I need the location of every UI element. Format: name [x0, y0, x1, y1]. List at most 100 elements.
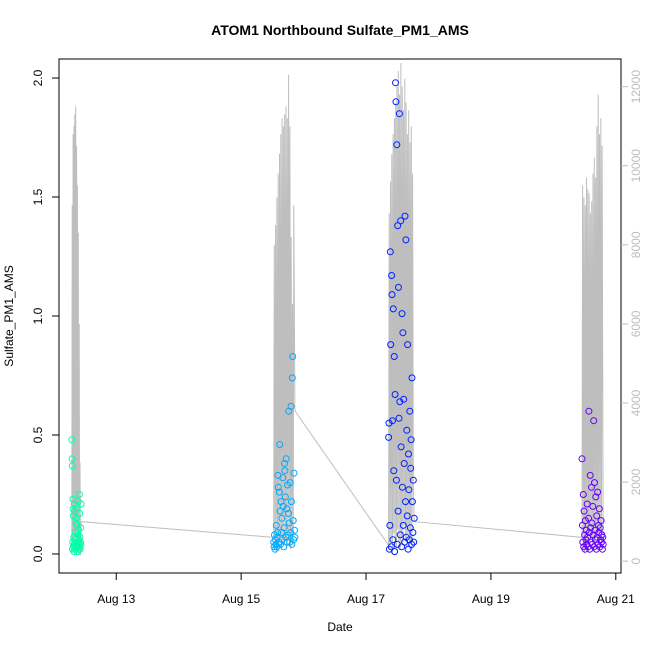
data-point — [278, 514, 286, 522]
data-point — [389, 305, 397, 313]
y2-tick-label: 4000 — [629, 389, 643, 416]
data-point — [399, 329, 407, 337]
data-point — [588, 519, 596, 527]
data-point — [72, 514, 80, 522]
data-point — [406, 407, 414, 415]
points-layer — [68, 79, 607, 556]
data-point — [407, 436, 415, 444]
data-point — [289, 517, 297, 525]
data-point — [76, 545, 84, 553]
data-point — [274, 483, 282, 491]
data-point — [392, 476, 400, 484]
y2-tick-label: 8000 — [629, 231, 643, 258]
altitude-line — [71, 62, 604, 556]
data-point — [392, 79, 399, 87]
data-point — [77, 540, 85, 548]
data-point — [388, 291, 396, 299]
data-point — [597, 517, 605, 525]
x-tick-label: Aug 13 — [97, 592, 135, 606]
data-point — [288, 540, 296, 548]
y2-tick-label: 2000 — [629, 468, 643, 495]
data-point — [403, 512, 411, 520]
data-point — [585, 514, 592, 522]
y-tick-label: 0.5 — [31, 426, 45, 443]
data-point — [76, 510, 84, 517]
data-point — [390, 467, 398, 475]
data-point — [282, 455, 290, 463]
data-point — [76, 533, 84, 541]
data-point — [402, 498, 409, 506]
data-point — [408, 498, 416, 506]
plot-frame — [58, 58, 622, 574]
data-point — [281, 467, 289, 475]
y-tick-label: 0.0 — [31, 545, 45, 562]
data-point — [585, 407, 593, 415]
data-point — [389, 536, 397, 544]
data-point — [291, 533, 299, 541]
data-point — [77, 500, 85, 508]
data-point — [68, 462, 76, 470]
y2-axis: 0 2000 4000 6000 8000 10000 12000 — [621, 70, 643, 564]
data-point — [410, 514, 418, 522]
data-point — [402, 236, 410, 244]
data-point — [288, 374, 296, 382]
data-point — [595, 505, 603, 513]
y2-tick-label: 0 — [629, 557, 643, 564]
data-point — [408, 540, 416, 548]
data-point — [579, 491, 587, 498]
data-point — [592, 493, 600, 501]
data-point — [599, 540, 607, 548]
data-point — [593, 512, 601, 520]
data-point — [398, 310, 406, 318]
chart-title: ATOM1 Northbound Sulfate_PM1_AMS — [211, 22, 469, 38]
data-point — [405, 450, 412, 458]
data-point — [281, 493, 289, 501]
data-point — [282, 533, 290, 541]
data-point — [584, 533, 592, 541]
data-point — [77, 524, 85, 532]
data-point — [388, 272, 396, 279]
x-tick-label: Aug 19 — [472, 592, 510, 606]
data-point — [274, 529, 282, 536]
data-point — [407, 464, 415, 472]
data-point — [385, 419, 393, 427]
data-point — [397, 217, 405, 225]
data-point — [583, 500, 591, 508]
data-point — [400, 395, 408, 403]
data-point — [281, 460, 288, 467]
data-point — [580, 507, 588, 515]
data-point — [599, 533, 607, 541]
data-point — [279, 502, 287, 510]
data-point — [578, 455, 586, 463]
data-point — [395, 283, 402, 291]
x-tick-label: Aug 17 — [347, 592, 385, 606]
data-point — [283, 505, 291, 513]
data-point — [391, 548, 399, 556]
data-point — [596, 524, 604, 532]
y-axis: 0.0 0.5 1.0 1.5 2.0 — [31, 69, 59, 562]
data-point — [68, 436, 76, 444]
data-point — [391, 391, 399, 398]
data-point — [280, 524, 288, 532]
data-point — [386, 248, 394, 256]
data-point — [275, 488, 283, 496]
data-point — [390, 353, 398, 360]
data-point — [287, 402, 295, 410]
data-point — [589, 502, 597, 510]
data-point — [586, 471, 594, 479]
altitude-line-layer — [71, 62, 604, 556]
data-point — [289, 353, 297, 360]
x-tick-label: Aug 21 — [597, 592, 635, 606]
y-tick-label: 2.0 — [31, 69, 45, 86]
y-axis-label: Sulfate_PM1_AMS — [2, 265, 16, 366]
y-tick-label: 1.5 — [31, 188, 45, 205]
data-point — [590, 417, 598, 425]
data-point — [276, 441, 284, 448]
data-point — [290, 469, 298, 477]
data-point — [280, 543, 288, 551]
data-point — [393, 141, 401, 149]
data-point — [394, 507, 402, 515]
data-point — [398, 483, 406, 491]
data-point — [392, 98, 400, 106]
